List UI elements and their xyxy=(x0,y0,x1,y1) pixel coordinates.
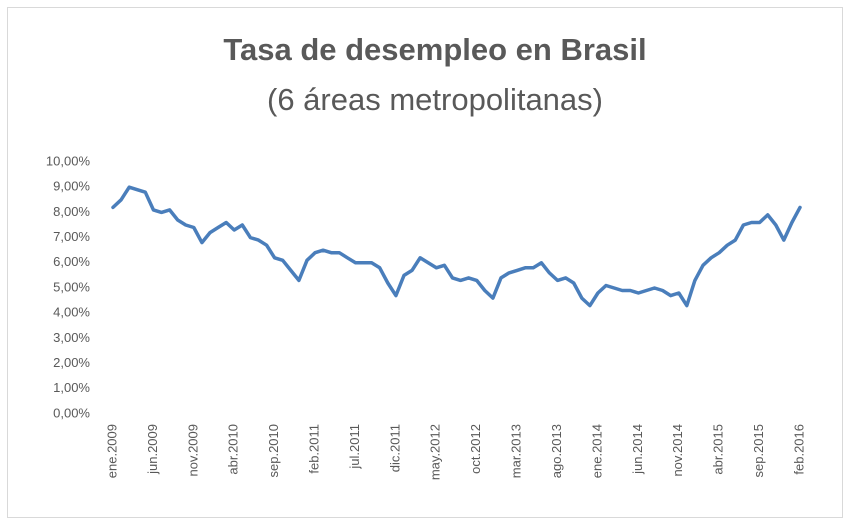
x-tick-label: may.2012 xyxy=(428,424,443,480)
x-tick-label: mar.2013 xyxy=(509,424,524,478)
y-tick-label: 2,00% xyxy=(53,355,90,370)
x-tick-label: abr.2015 xyxy=(711,424,726,475)
y-tick-label: 5,00% xyxy=(53,279,90,294)
x-tick-label: nov.2014 xyxy=(670,424,685,477)
y-tick-label: 4,00% xyxy=(53,305,90,320)
x-tick-label: ene.2014 xyxy=(589,424,604,478)
y-tick-label: 8,00% xyxy=(53,204,90,219)
x-tick-label: ene.2009 xyxy=(104,424,119,478)
y-tick-label: 6,00% xyxy=(53,254,90,269)
y-tick-label: 7,00% xyxy=(53,229,90,244)
x-tick-label: sep.2010 xyxy=(266,424,281,478)
x-tick-label: sep.2015 xyxy=(751,424,766,478)
chart-subtitle: (6 áreas metropolitanas) xyxy=(267,82,603,117)
x-tick-label: jul.2011 xyxy=(347,424,362,470)
x-tick-label: oct.2012 xyxy=(468,424,483,474)
x-tick-label: jun.2014 xyxy=(630,424,645,475)
data-line xyxy=(111,185,802,308)
y-tick-label: 10,00% xyxy=(46,153,91,168)
x-tick-label: feb.2011 xyxy=(306,424,321,474)
x-tick-label: jun.2009 xyxy=(145,424,160,475)
y-tick-label: 1,00% xyxy=(53,380,90,395)
x-tick-label: ago.2013 xyxy=(549,424,564,478)
x-tick-label: feb.2016 xyxy=(791,424,806,475)
x-tick-label: abr.2010 xyxy=(226,424,241,475)
x-tick-label: nov.2009 xyxy=(185,424,200,477)
chart-title: Tasa de desempleo en Brasil xyxy=(223,32,646,67)
y-tick-label: 0,00% xyxy=(53,405,90,420)
y-tick-label: 9,00% xyxy=(53,179,90,194)
x-tick-label: dic.2011 xyxy=(387,424,402,472)
y-tick-label: 3,00% xyxy=(53,330,90,345)
